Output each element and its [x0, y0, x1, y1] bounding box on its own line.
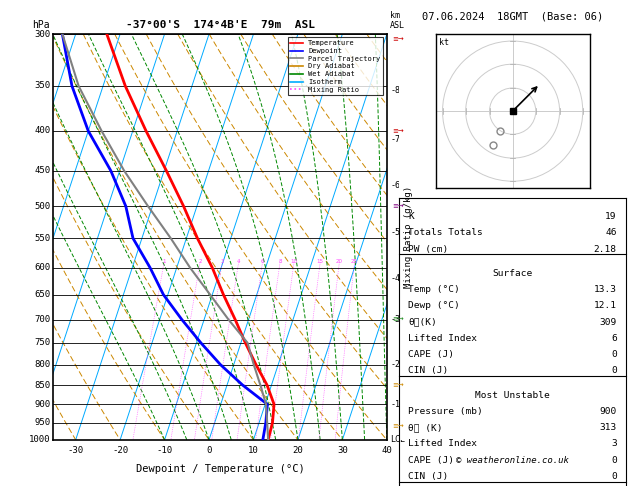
Text: ≡→: ≡→ — [392, 203, 404, 209]
Text: 313: 313 — [599, 423, 617, 432]
Text: K: K — [408, 212, 415, 221]
Text: ≡→: ≡→ — [392, 316, 404, 323]
Text: 300: 300 — [34, 30, 50, 38]
Text: 450: 450 — [34, 166, 50, 175]
Text: Most Unstable: Most Unstable — [476, 391, 550, 399]
Text: 2: 2 — [198, 260, 202, 264]
Text: 2.18: 2.18 — [594, 244, 617, 254]
Text: 8: 8 — [279, 260, 282, 264]
Text: -1: -1 — [390, 400, 400, 409]
Text: -8: -8 — [390, 86, 400, 95]
Text: CIN (J): CIN (J) — [408, 366, 448, 375]
Text: © weatheronline.co.uk: © weatheronline.co.uk — [456, 456, 569, 465]
Text: 900: 900 — [599, 407, 617, 416]
Text: hPa: hPa — [33, 20, 50, 30]
Text: 0: 0 — [611, 456, 617, 465]
Text: -4: -4 — [390, 274, 400, 283]
Text: 07.06.2024  18GMT  (Base: 06): 07.06.2024 18GMT (Base: 06) — [422, 12, 603, 22]
Text: -3: -3 — [390, 315, 400, 324]
Text: ≡→: ≡→ — [392, 423, 404, 429]
Text: ≡→: ≡→ — [392, 128, 404, 134]
Text: 400: 400 — [34, 126, 50, 136]
Text: ≡→: ≡→ — [392, 36, 404, 43]
Text: 15: 15 — [317, 260, 324, 264]
Text: Lifted Index: Lifted Index — [408, 439, 477, 449]
Text: 650: 650 — [34, 290, 50, 299]
Text: Mixing Ratio (g/kg): Mixing Ratio (g/kg) — [404, 186, 413, 288]
Text: 25: 25 — [351, 260, 358, 264]
Text: 800: 800 — [34, 360, 50, 369]
Text: -6: -6 — [390, 181, 400, 190]
Text: 20: 20 — [292, 446, 303, 455]
Text: 3: 3 — [611, 439, 617, 449]
Text: θᴄ (K): θᴄ (K) — [408, 423, 443, 432]
Text: Surface: Surface — [493, 269, 533, 278]
Text: 600: 600 — [34, 263, 50, 272]
Text: 850: 850 — [34, 381, 50, 390]
Text: -30: -30 — [68, 446, 84, 455]
Text: 10: 10 — [291, 260, 298, 264]
Text: -5: -5 — [390, 227, 400, 237]
Text: 309: 309 — [599, 318, 617, 327]
Text: CIN (J): CIN (J) — [408, 472, 448, 481]
Text: 10: 10 — [248, 446, 259, 455]
Text: ≡→: ≡→ — [392, 382, 404, 388]
Text: LCL: LCL — [390, 435, 405, 444]
Text: 6: 6 — [611, 334, 617, 343]
Text: CAPE (J): CAPE (J) — [408, 456, 455, 465]
Text: 950: 950 — [34, 418, 50, 427]
Text: 12.1: 12.1 — [594, 301, 617, 311]
Text: -20: -20 — [112, 446, 128, 455]
Text: Totals Totals: Totals Totals — [408, 228, 483, 237]
Text: kt: kt — [439, 37, 449, 47]
Text: -37°00'S  174°4B'E  79m  ASL: -37°00'S 174°4B'E 79m ASL — [126, 20, 314, 30]
Text: 1000: 1000 — [29, 435, 50, 444]
Text: Temp (°C): Temp (°C) — [408, 285, 460, 294]
Text: 20: 20 — [336, 260, 343, 264]
Text: 0: 0 — [611, 472, 617, 481]
Text: 500: 500 — [34, 202, 50, 211]
Text: 46: 46 — [605, 228, 617, 237]
Text: Dewp (°C): Dewp (°C) — [408, 301, 460, 311]
Text: Lifted Index: Lifted Index — [408, 334, 477, 343]
Text: 3: 3 — [221, 260, 224, 264]
Text: 6: 6 — [261, 260, 264, 264]
Text: km
ASL: km ASL — [390, 11, 405, 30]
Text: 0: 0 — [206, 446, 212, 455]
Text: 0: 0 — [611, 366, 617, 375]
Text: 4: 4 — [237, 260, 240, 264]
Legend: Temperature, Dewpoint, Parcel Trajectory, Dry Adiabat, Wet Adiabat, Isotherm, Mi: Temperature, Dewpoint, Parcel Trajectory… — [287, 37, 383, 95]
Text: 350: 350 — [34, 82, 50, 90]
Text: CAPE (J): CAPE (J) — [408, 350, 455, 359]
Text: Pressure (mb): Pressure (mb) — [408, 407, 483, 416]
Text: 700: 700 — [34, 315, 50, 324]
Text: -7: -7 — [390, 135, 400, 144]
Text: 0: 0 — [611, 350, 617, 359]
Text: 30: 30 — [337, 446, 348, 455]
Text: θᴄ(K): θᴄ(K) — [408, 318, 437, 327]
Text: 40: 40 — [381, 446, 392, 455]
Text: PW (cm): PW (cm) — [408, 244, 448, 254]
Text: 750: 750 — [34, 338, 50, 347]
Text: 900: 900 — [34, 400, 50, 409]
Text: 550: 550 — [34, 234, 50, 243]
Text: -10: -10 — [157, 446, 172, 455]
Text: 1: 1 — [162, 260, 166, 264]
Text: Dewpoint / Temperature (°C): Dewpoint / Temperature (°C) — [136, 464, 304, 474]
Text: 19: 19 — [605, 212, 617, 221]
Text: -2: -2 — [390, 360, 400, 369]
Text: 13.3: 13.3 — [594, 285, 617, 294]
